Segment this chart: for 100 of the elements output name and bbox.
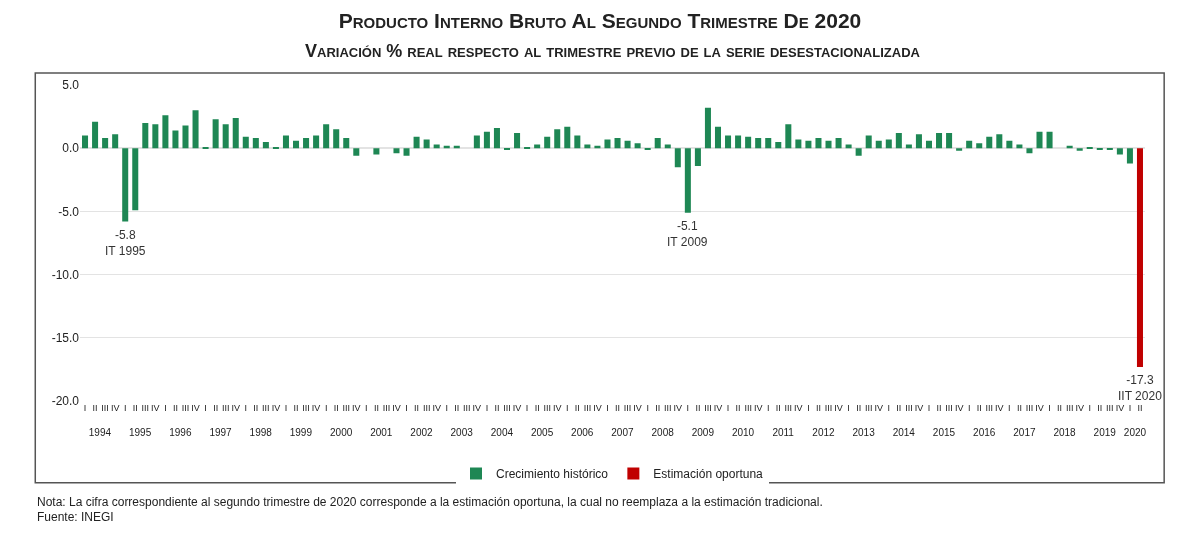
- bar: [735, 135, 742, 149]
- x2-tick-label: 2006: [571, 427, 594, 438]
- x2-tick-label: 2010: [731, 427, 755, 438]
- x-tick-label: III: [623, 403, 632, 414]
- bar: [82, 135, 89, 149]
- bar: [282, 135, 289, 149]
- bar: [423, 139, 430, 149]
- x-tick-label: II: [172, 403, 178, 414]
- bar: [433, 144, 440, 149]
- x-tick-label: I: [1088, 403, 1091, 414]
- x-tick-label: IV: [472, 403, 482, 414]
- x-tick-label: IV: [954, 403, 964, 414]
- x-tick-label: IV: [914, 403, 924, 414]
- bar: [885, 139, 892, 149]
- x-tick-label: IV: [995, 403, 1004, 414]
- x2-tick-label: 2011: [772, 427, 795, 438]
- x-tick-label: II: [775, 403, 781, 414]
- x-tick-label: III: [945, 403, 953, 414]
- bar: [232, 117, 239, 149]
- bar: [333, 129, 340, 149]
- x-tick-label: II: [454, 403, 460, 414]
- bar: [514, 133, 521, 149]
- bar: [92, 121, 99, 149]
- bar: [524, 146, 531, 149]
- bar: [604, 139, 611, 149]
- x-tick-label: III: [664, 403, 672, 414]
- bar: [192, 110, 199, 149]
- x-tick-label: II: [253, 403, 259, 414]
- x-tick-label: I: [405, 403, 408, 414]
- x-tick-label: I: [164, 403, 167, 414]
- data-label: -5.1 IT 2009: [667, 219, 708, 249]
- x-tick-label: IV: [271, 403, 281, 414]
- bar: [684, 148, 691, 213]
- bar: [212, 119, 219, 149]
- x-tick-label: III: [382, 403, 391, 414]
- bar: [303, 138, 310, 149]
- x2-tick-label: 2015: [932, 427, 956, 438]
- x-tick-label: II: [574, 403, 580, 414]
- legend-label: Crecimiento histórico: [496, 467, 609, 482]
- data-label: -17.3 IIT 2020: [1118, 373, 1163, 403]
- x-tick-label: I: [284, 403, 288, 414]
- bar: [654, 138, 661, 149]
- x-tick-label: II: [132, 403, 138, 414]
- bar: [704, 107, 711, 149]
- bar: [1126, 148, 1133, 164]
- bar: [875, 140, 882, 149]
- bar: [132, 148, 139, 211]
- x-tick-label: II: [896, 403, 902, 414]
- bar: [403, 148, 410, 156]
- x-tick-label: II: [936, 403, 942, 414]
- bar: [534, 144, 541, 149]
- x2-tick-label: 2002: [410, 427, 434, 438]
- bar: [674, 148, 681, 168]
- bar: [1086, 146, 1093, 149]
- x-tick-label: III: [422, 403, 431, 414]
- x2-tick-label: 2018: [1053, 427, 1077, 438]
- bar: [956, 148, 963, 151]
- x-tick-label: II: [92, 403, 98, 414]
- x-tick-label: IV: [753, 403, 763, 414]
- x-tick-label: III: [181, 403, 190, 414]
- bar: [835, 138, 842, 149]
- x-tick-label: IV: [713, 403, 723, 414]
- x-tick-label: IV: [834, 403, 843, 414]
- bar: [775, 141, 782, 149]
- x-tick-label: II: [815, 403, 821, 414]
- source-note: Fuente: INEGI: [37, 510, 114, 524]
- bar: [634, 143, 641, 149]
- bar: [222, 124, 229, 149]
- data-label: -5.8 IT 1995: [105, 228, 146, 258]
- x-tick-label: III: [1025, 403, 1034, 414]
- bar: [544, 136, 551, 149]
- bar: [574, 135, 581, 149]
- bar: [825, 140, 832, 149]
- x-tick-label: III: [985, 403, 994, 414]
- x-tick-label: III: [824, 403, 833, 414]
- x2-tick-label: 2012: [812, 427, 836, 438]
- x-tick-label: IV: [794, 403, 803, 414]
- x-tick-label: I: [927, 403, 931, 414]
- bar: [966, 140, 973, 149]
- chart-subtitle: Variación % real respecto al trimestre previo de la serie desestacionalizada: [305, 41, 921, 61]
- bar: [925, 140, 932, 149]
- bar: [714, 126, 722, 149]
- bar: [1136, 148, 1143, 368]
- x2-tick-label: 1998: [249, 427, 273, 438]
- x-tick-label: I: [83, 403, 87, 414]
- y-tick-label: 0.0: [62, 141, 80, 156]
- x-tick-label: I: [123, 403, 127, 414]
- y-tick-label: -20.0: [51, 394, 80, 409]
- bar: [323, 124, 330, 149]
- x-tick-label: III: [543, 403, 551, 414]
- x-tick-label: III: [784, 403, 793, 414]
- x2-tick-label: 2001: [370, 427, 393, 438]
- x-tick-label: IV: [1035, 403, 1044, 414]
- x2-tick-label: 2007: [611, 427, 634, 438]
- x-tick-label: I: [967, 403, 971, 414]
- bar: [624, 140, 631, 149]
- bar: [293, 140, 300, 149]
- x-tick-label: III: [1065, 403, 1074, 414]
- x2-tick-label: 2020: [1123, 427, 1147, 438]
- x-tick-label: III: [864, 403, 873, 414]
